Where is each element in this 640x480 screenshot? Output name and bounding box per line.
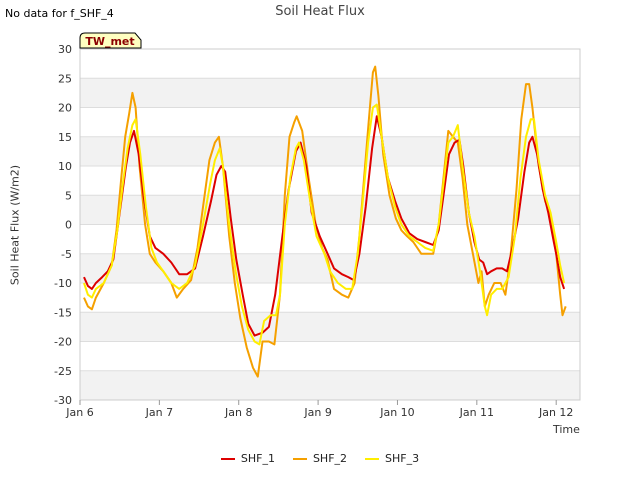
x-axis-label: Time — [553, 423, 580, 436]
x-tick-label: Jan 9 — [303, 406, 331, 419]
y-tick-label: -20 — [54, 336, 72, 349]
y-tick-label: -30 — [54, 394, 72, 407]
legend: SHF_1 SHF_2 SHF_3 — [0, 452, 640, 465]
x-tick-label: Jan 7 — [145, 406, 173, 419]
y-tick-label: 10 — [58, 160, 72, 173]
y-tick-label: -10 — [54, 277, 72, 290]
legend-label-shf-3: SHF_3 — [385, 452, 420, 465]
series-line-shf-3 — [83, 103, 566, 346]
x-tick-label: Jan 12 — [538, 406, 573, 419]
no-data-note: No data for f_SHF_4 — [5, 7, 114, 20]
x-tick-label: Jan 11 — [459, 406, 494, 419]
x-tick-label: Jan 10 — [379, 406, 414, 419]
x-tick-label: Jan 8 — [224, 406, 252, 419]
legend-label-shf-2: SHF_2 — [312, 452, 348, 465]
y-tick-label: 25 — [58, 72, 72, 85]
legend-label-shf-1: SHF_1 — [240, 452, 275, 465]
plot-frame — [79, 48, 581, 401]
chart-title: Soil Heat Flux — [275, 4, 365, 19]
y-tick-label: -15 — [54, 306, 72, 319]
series-line-shf-1 — [83, 115, 566, 337]
y-tick-label: 30 — [58, 43, 72, 56]
legend-swatch-shf-3 — [365, 457, 380, 460]
y-tick-label: 20 — [58, 102, 72, 115]
y-tick-label: 5 — [65, 189, 72, 202]
grid-band — [80, 136, 580, 166]
legend-item-shf-1: SHF_1 — [220, 452, 275, 465]
grid-band — [80, 312, 580, 342]
grid-band — [80, 370, 580, 400]
tw-met-badge: TW_met — [79, 32, 142, 49]
y-tick-label: -5 — [61, 248, 72, 261]
grid-band — [80, 78, 580, 108]
x-tick-label: Jan 6 — [65, 406, 93, 419]
legend-item-shf-2: SHF_2 — [292, 452, 348, 465]
legend-swatch-shf-1 — [220, 457, 235, 460]
grid-band — [80, 195, 580, 225]
legend-item-shf-3: SHF_3 — [365, 452, 419, 465]
tw-met-badge-label: TW_met — [85, 35, 134, 48]
y-tick-label: -25 — [54, 365, 72, 378]
y-tick-label: 0 — [65, 219, 72, 232]
y-tick-label: 15 — [58, 131, 72, 144]
legend-swatch-shf-2 — [292, 457, 307, 460]
